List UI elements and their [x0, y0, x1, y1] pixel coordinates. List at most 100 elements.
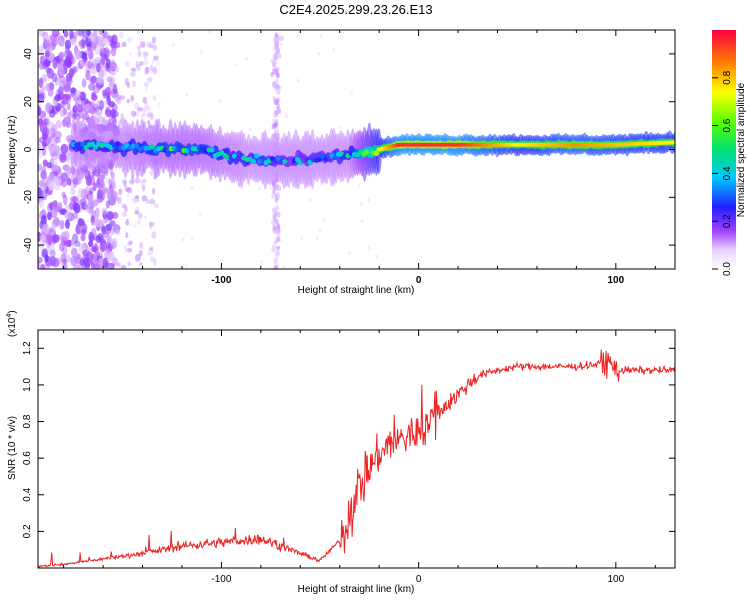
noise-speck [103, 91, 111, 99]
noise-speck [59, 219, 65, 230]
noise-speck [82, 52, 87, 63]
noise-speck [119, 31, 124, 39]
noise-speck [72, 177, 79, 185]
noise-speck [95, 235, 102, 244]
noise-speck [60, 143, 69, 154]
noise-speck [111, 190, 118, 201]
noise-speck [89, 211, 96, 218]
noise-speck [152, 36, 157, 44]
noise-speck [96, 99, 103, 109]
noise-speck [134, 210, 140, 215]
noise-speck [99, 177, 104, 185]
noise-speck [270, 71, 274, 77]
noise-speck [131, 111, 137, 118]
noise-speck [146, 120, 151, 125]
noise-speck [54, 94, 62, 102]
noise-speck [77, 188, 85, 199]
noise-speck [103, 217, 108, 224]
noise-speck [171, 42, 175, 47]
colorbar-tick-label: 0.8 [722, 70, 733, 84]
ridge-core [257, 158, 263, 164]
noise-speck [52, 105, 60, 115]
noise-speck [49, 243, 55, 254]
noise-speck [38, 190, 44, 199]
noise-speck [94, 106, 103, 117]
noise-speck [45, 43, 51, 53]
noise-speck [61, 245, 68, 256]
noise-speck [39, 77, 44, 84]
noise-speck [38, 143, 43, 154]
spectrogram-ylabel: Frequency (Hz) [7, 116, 18, 185]
noise-speck [58, 52, 64, 61]
noise-speck [52, 59, 58, 70]
ridge-core [253, 153, 260, 159]
noise-speck [105, 241, 112, 249]
noise-speck [120, 113, 124, 119]
spectrogram-axes: -100 0 100 -40 -20 0 20 40 [23, 30, 675, 286]
colorbar-label: Normalized spectral amplitude [736, 82, 747, 217]
noise-speck [46, 68, 55, 79]
noise-speck [300, 236, 304, 241]
noise-speck [139, 41, 143, 49]
noise-speck [235, 63, 239, 68]
noise-speck [109, 62, 117, 71]
noise-speck [89, 253, 95, 260]
noise-speck [64, 239, 72, 247]
noise-speck [70, 187, 76, 195]
noise-speck [82, 113, 90, 121]
noise-speck [137, 50, 142, 58]
noise-speck [101, 207, 108, 215]
ridge-core [149, 144, 155, 150]
noise-speck [357, 183, 361, 188]
noise-speck [66, 101, 71, 111]
noise-speck [39, 55, 46, 65]
noise-speck [40, 263, 46, 269]
noise-speck [63, 30, 69, 38]
y-tick-label: -40 [23, 237, 34, 252]
noise-speck [51, 123, 58, 134]
noise-speck [322, 217, 326, 222]
noise-speck [137, 107, 143, 112]
noise-speck [125, 218, 129, 226]
noise-speck [123, 179, 127, 188]
snr-scale-suffix: ) [7, 310, 18, 313]
noise-speck [114, 66, 120, 73]
noise-speck [51, 220, 57, 231]
noise-speck [59, 153, 67, 164]
noise-speck [92, 182, 97, 192]
noise-speck [120, 264, 127, 269]
noise-speck [51, 30, 60, 38]
colorbar-tick-label: 0.0 [722, 262, 733, 276]
ridge-core [250, 158, 256, 164]
noise-speck [276, 97, 280, 103]
noise-speck [77, 30, 85, 37]
noise-speck [42, 223, 47, 233]
noise-speck [149, 221, 153, 229]
noise-speck [134, 195, 140, 200]
noise-speck [124, 205, 128, 213]
noise-speck [136, 219, 141, 226]
noise-speck [100, 56, 106, 66]
noise-speck [49, 172, 55, 182]
noise-speck [126, 82, 131, 88]
noise-speck [181, 237, 185, 242]
spectrogram-heatmap [38, 30, 675, 269]
x-tick-label: -100 [211, 574, 231, 585]
noise-speck [103, 187, 108, 194]
noise-speck [271, 123, 277, 130]
noise-speck [116, 94, 121, 100]
noise-speck [156, 61, 160, 66]
ridge-core [670, 140, 675, 145]
noise-speck [318, 228, 322, 233]
noise-speck [52, 218, 61, 226]
noise-speck [44, 254, 49, 263]
noise-speck [276, 211, 281, 218]
noise-speck [260, 260, 264, 265]
y-tick-label: 40 [23, 48, 34, 60]
noise-speck [274, 218, 279, 225]
noise-speck [85, 69, 91, 81]
noise-speck [78, 218, 85, 227]
noise-speck [57, 64, 63, 73]
noise-speck [57, 202, 63, 212]
noise-speck [52, 234, 60, 244]
